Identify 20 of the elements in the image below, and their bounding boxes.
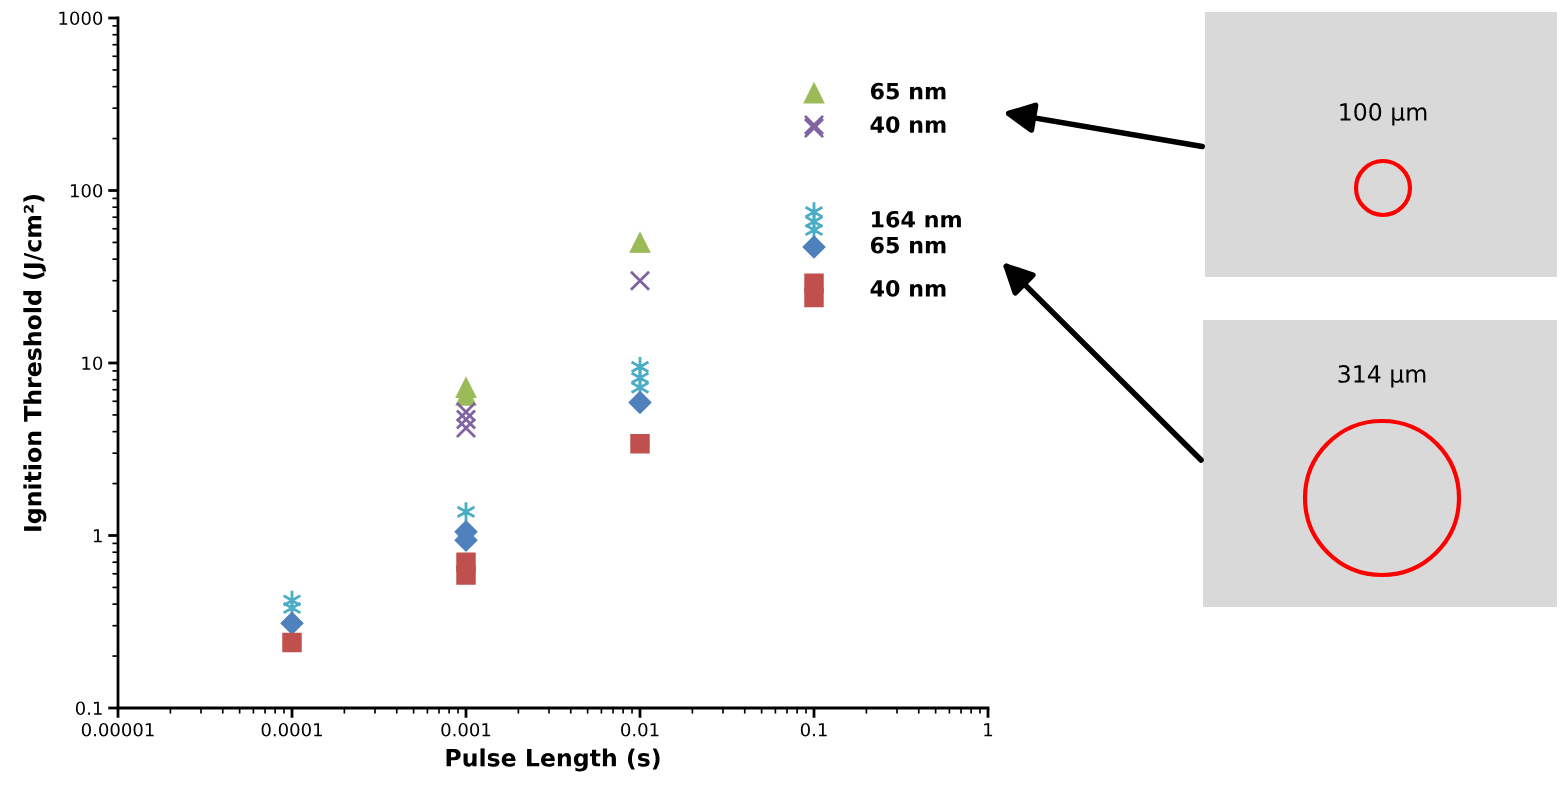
x-tick-label: 1 — [984, 723, 993, 737]
x-tick-label: 0.1 — [800, 722, 827, 737]
y-axis-title: Ignition Threshold (J/cm²) — [23, 195, 47, 531]
text: 100 µm — [1340, 102, 1427, 126]
x-tick-label: 0.0001 — [261, 722, 322, 737]
y-tick-label: 1 — [93, 529, 102, 543]
text: 40 nm — [870, 116, 946, 133]
y-tick-label: 10 — [82, 356, 103, 371]
x-tick-label: 0.01 — [621, 722, 659, 737]
text: 314 µm — [1338, 364, 1426, 388]
text: 164 nm — [872, 210, 961, 228]
text: 40 nm — [870, 279, 946, 297]
x-tick-label: 0.001 — [441, 722, 491, 737]
y-tick-label: 1000 — [59, 11, 103, 26]
text: 65 nm — [870, 82, 946, 100]
y-tick-label: 100 — [70, 183, 103, 198]
x-axis-title: Pulse Length (s) — [446, 748, 660, 772]
y-tick-label: 0.1 — [75, 701, 102, 716]
x-tick-label: 0.00001 — [81, 722, 154, 737]
text: 65 nm — [870, 236, 946, 254]
